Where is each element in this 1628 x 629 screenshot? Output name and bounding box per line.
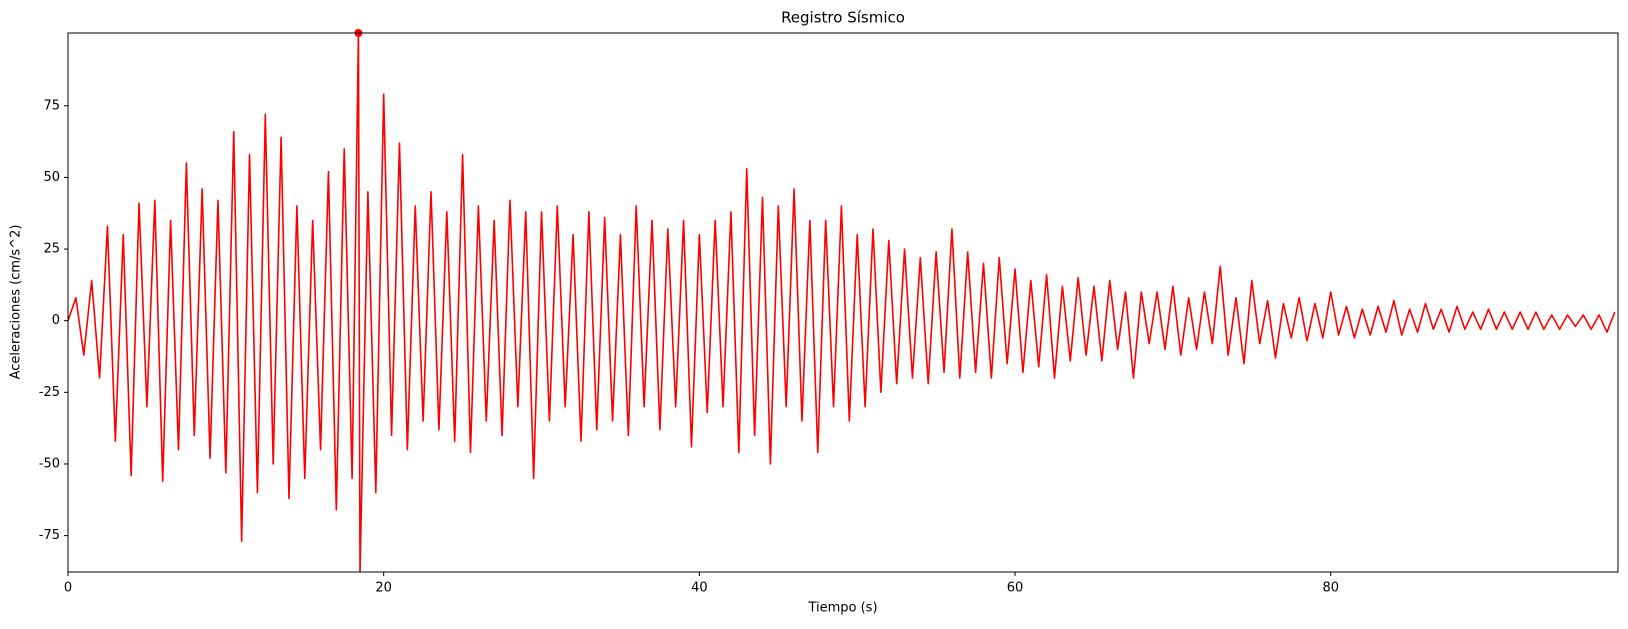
y-tick-label: 75 xyxy=(43,98,60,113)
y-tick-label: 50 xyxy=(43,170,60,185)
y-tick-label: -75 xyxy=(39,528,60,543)
x-tick-label: 80 xyxy=(1322,581,1339,596)
data-line xyxy=(68,33,1616,572)
plot-frame xyxy=(67,32,1619,573)
x-tick-label: 60 xyxy=(1007,581,1024,596)
y-tick-label: 25 xyxy=(43,242,60,257)
x-axis-label: Tiempo (s) xyxy=(807,601,877,616)
y-tick-label: -25 xyxy=(39,385,60,400)
chart-title: Registro Sísmico xyxy=(781,9,905,27)
x-tick-label: 20 xyxy=(375,581,392,596)
y-tick-label: 0 xyxy=(52,313,60,328)
y-tick-label: -50 xyxy=(39,456,60,471)
y-axis-label: Aceleraciones (cm/s^2) xyxy=(9,225,24,380)
x-tick-label: 0 xyxy=(64,581,72,596)
x-tick-label: 40 xyxy=(691,581,708,596)
